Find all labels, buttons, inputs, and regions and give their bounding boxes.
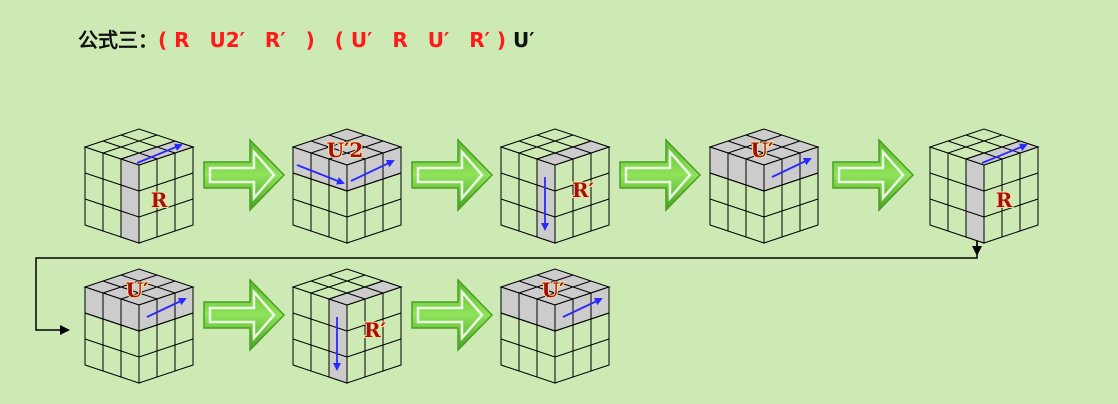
sequence-arrow <box>411 138 494 212</box>
cube-step-5: R <box>928 128 1040 244</box>
move-label: R <box>996 188 1013 212</box>
sequence-arrow <box>203 138 286 212</box>
formula-prefix: 公式三： <box>78 28 158 52</box>
cube-step-7: R′ <box>291 268 403 384</box>
formula-sequence: ( R U2′ R′ ) ( U′ R U′ R′ ) <box>158 28 507 52</box>
move-arrow <box>771 157 812 178</box>
move-label: R′ <box>364 318 386 342</box>
sequence-arrow <box>832 138 915 212</box>
formula-tail: U′ <box>513 28 535 52</box>
move-arrow <box>562 297 603 318</box>
sequence-arrow <box>411 278 494 352</box>
move-label: R <box>151 188 168 212</box>
move-arrow <box>146 297 187 318</box>
move-arrow-left <box>296 164 345 185</box>
cube-step-2: U′2 <box>291 128 403 244</box>
move-label: U′2 <box>327 138 364 162</box>
sequence-arrow <box>203 278 286 352</box>
move-arrow <box>981 143 1028 164</box>
formula-title: 公式三：( R U2′ R′ ) ( U′ R U′ R′ ) U′ <box>78 24 535 53</box>
move-label: U′ <box>126 278 149 302</box>
cube-step-1: R <box>83 128 195 244</box>
sequence-arrow <box>619 138 702 212</box>
cube-step-8: U′ <box>499 268 611 384</box>
move-label: U′ <box>751 138 774 162</box>
move-arrow <box>136 143 183 164</box>
cube-step-6: U′ <box>83 268 195 384</box>
cube-step-3: R′ <box>499 128 611 244</box>
move-arrow-right <box>350 159 395 182</box>
move-label: U′ <box>542 278 565 302</box>
cube-step-4: U′ <box>708 128 820 244</box>
move-label: R′ <box>572 178 594 202</box>
